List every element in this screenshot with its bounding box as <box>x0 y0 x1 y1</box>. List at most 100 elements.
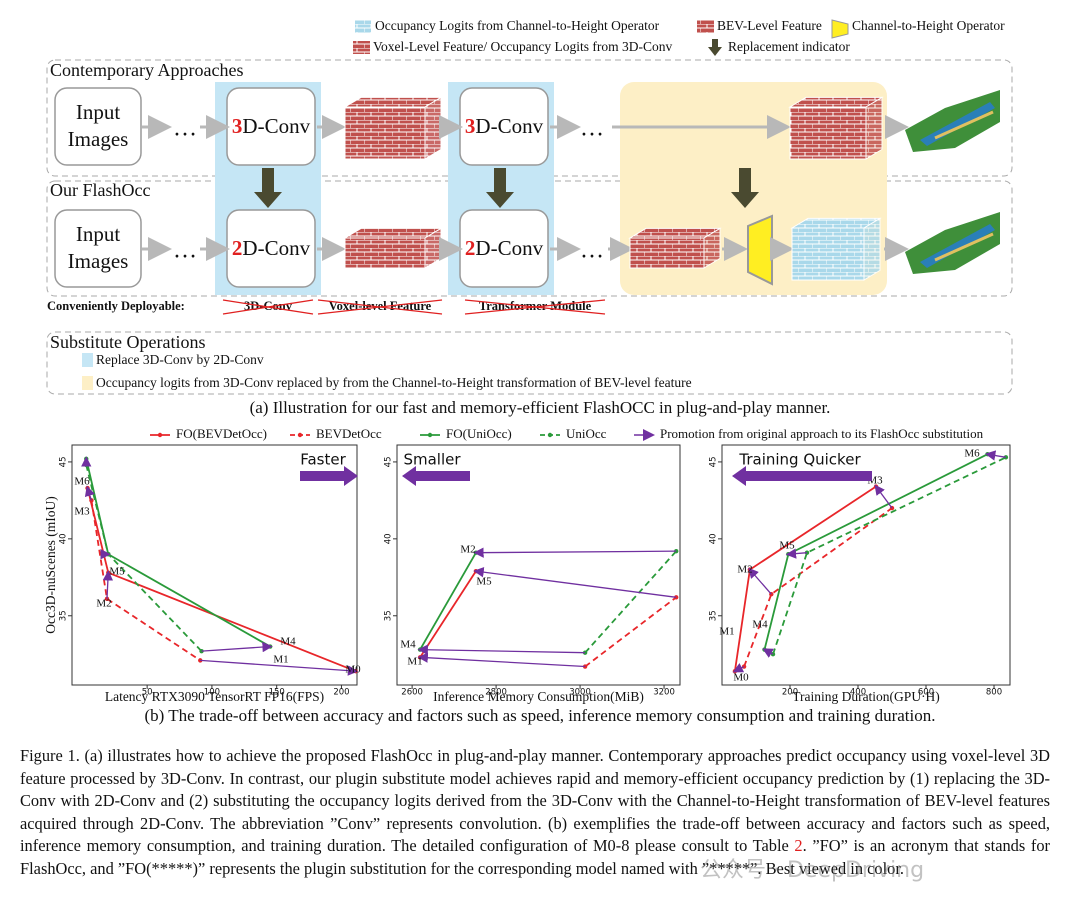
series-line <box>772 456 1007 655</box>
input-label: Images <box>68 127 129 151</box>
point-label: M4 <box>280 636 296 648</box>
point-label: M1 <box>273 654 288 666</box>
legend-label: Channel-to-Height Operator <box>852 18 1005 33</box>
watermark: 公众号 · DeepDriving <box>700 858 925 883</box>
plot-frame <box>721 444 1011 686</box>
legend-label: FO(UniOcc) <box>446 426 512 441</box>
plot-frame <box>71 444 358 686</box>
substitute-title: Substitute Operations <box>50 332 206 352</box>
point-label: M4 <box>752 619 768 631</box>
promotion-arrow <box>417 644 586 655</box>
conv-label: 3D-Conv <box>465 114 544 138</box>
substitute-box <box>46 331 1013 395</box>
annotation-arrow <box>402 466 470 486</box>
caption-a: (a) Illustration for our fast and memory… <box>250 398 831 417</box>
ellipsis: … <box>580 116 604 142</box>
promotion-arrow <box>748 567 772 595</box>
x-axis-label: Latency RTX3090 TensorRT FP16(FPS) <box>105 689 324 704</box>
legend-swatch <box>353 41 370 54</box>
series-line <box>419 570 477 658</box>
row-title: Our FlashOcc <box>50 180 150 200</box>
figure-caption: Figure 1. (a) illustrates how to achieve… <box>20 745 1050 881</box>
ellipsis: … <box>173 116 197 142</box>
point-label: M0 <box>733 672 749 684</box>
point-label: M1 <box>407 656 422 668</box>
legend-marker <box>157 432 163 438</box>
point-label: M2 <box>96 598 111 610</box>
input-box <box>54 87 142 166</box>
strike <box>464 299 606 315</box>
x-axis-label: Inference Memory Consumption(MiB) <box>433 689 644 704</box>
promotion-arrow <box>874 484 893 509</box>
input-label: Images <box>68 249 129 273</box>
legend-label: BEV-Level Feature <box>717 18 822 33</box>
legend-label: Voxel-Level Feature/ Occupancy Logits fr… <box>373 39 673 54</box>
substitute-swatch <box>82 376 93 390</box>
input-label: Input <box>76 100 120 124</box>
substitute-item: Occupancy logits from 3D-Conv replaced b… <box>96 375 692 390</box>
caption-text: Figure 1. (a) illustrates how to achieve… <box>20 746 1050 856</box>
y-tick-label: 45 <box>384 457 394 468</box>
y-tick-label: 35 <box>709 610 719 621</box>
conv-digit: 3 <box>465 114 476 138</box>
x-tick-label: 600 <box>918 688 934 698</box>
feature-side <box>863 217 881 281</box>
occupancy-road <box>934 232 994 262</box>
point-label: M3 <box>74 506 90 518</box>
conv-rest: D-Conv <box>475 114 543 138</box>
annotation: Smaller <box>403 451 461 469</box>
legend-label: FO(BEVDetOcc) <box>176 426 267 441</box>
deployable-item: 3D-Conv <box>244 299 293 313</box>
x-tick-label: 3000 <box>569 688 591 698</box>
legend-label: Occupancy Logits from Channel-to-Height … <box>375 18 660 33</box>
legend-swatch <box>831 19 849 39</box>
promotion-arrow <box>984 450 1007 461</box>
conv-rest: D-Conv <box>475 236 543 260</box>
substitute-item: Replace 3D-Conv by 2D-Conv <box>96 352 264 367</box>
x-tick-label: 2800 <box>485 688 507 698</box>
promotion-arrow <box>417 652 586 668</box>
y-tick-label: 40 <box>384 533 394 544</box>
annotation-arrow <box>732 466 872 486</box>
annotation: Faster <box>300 451 346 469</box>
substitute-swatch <box>82 353 93 367</box>
promotion-arrow <box>785 548 808 559</box>
strike <box>222 299 314 315</box>
caption-b: (b) The trade-off between accuracy and f… <box>145 706 936 725</box>
conv-rest: D-Conv <box>242 114 310 138</box>
promotion-arrow <box>762 648 774 658</box>
feature-front <box>344 237 426 269</box>
y-tick-label: 45 <box>59 457 69 468</box>
feature-front <box>789 106 867 160</box>
series-line <box>734 485 877 672</box>
x-axis-label: Training Duration(GPU·H) <box>792 689 940 704</box>
input-box <box>54 209 142 288</box>
x-tick-label: 50 <box>142 688 153 698</box>
occupancy-road <box>934 110 994 140</box>
replacement-arrow <box>254 168 282 208</box>
ellipsis: … <box>580 238 604 264</box>
feature-side <box>865 96 883 160</box>
occupancy-scene <box>905 212 1000 274</box>
c2h-operator <box>747 214 773 286</box>
y-tick-label: 35 <box>59 610 69 621</box>
promotion-arrow <box>732 663 745 673</box>
point-label: M2 <box>460 544 475 556</box>
legend-label: Promotion from original approach to its … <box>660 426 984 441</box>
annotation: Training Quicker <box>738 451 861 469</box>
x-tick-label: 3200 <box>653 688 675 698</box>
promotion-arrow <box>473 567 677 598</box>
series-line <box>584 596 677 668</box>
series-line <box>86 487 357 672</box>
series-line <box>743 507 893 667</box>
table-ref[interactable]: 2 <box>794 836 803 856</box>
promotion-arrow <box>201 641 273 653</box>
occupancy-scene <box>905 90 1000 152</box>
conv-digit: 3 <box>232 114 243 138</box>
conv-digit: 2 <box>465 236 476 260</box>
promotion-arrow <box>200 659 359 676</box>
series-line <box>584 550 677 654</box>
conv-label: 2D-Conv <box>465 236 544 260</box>
replacement-arrow <box>486 168 514 208</box>
